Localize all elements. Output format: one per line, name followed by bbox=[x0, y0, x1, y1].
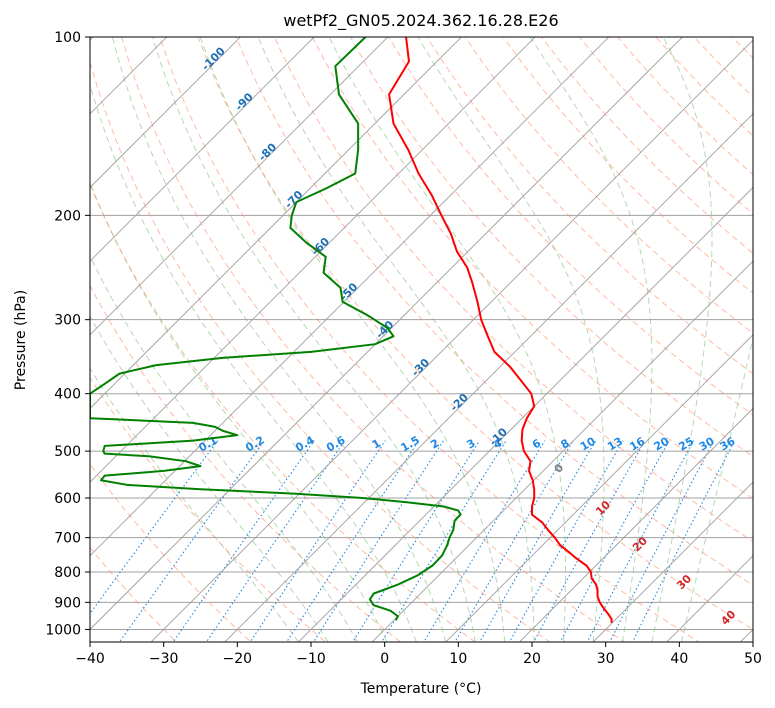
y-tick-label: 300 bbox=[54, 313, 81, 329]
chart-title: wetPf2_GN05.2024.362.16.28.E26 bbox=[283, 11, 558, 31]
dry-adiabat-line bbox=[90, 546, 177, 642]
moist-adiabats-layer bbox=[90, 37, 753, 642]
moist-adiabat-line bbox=[328, 37, 566, 642]
dry-adiabat-line bbox=[90, 182, 476, 642]
isotherm-line bbox=[90, 37, 315, 262]
y-tick-label: 200 bbox=[54, 208, 81, 224]
mixing-ratio-line bbox=[286, 440, 420, 642]
dry-adiabat-line bbox=[350, 37, 753, 457]
isotherm-line bbox=[90, 37, 610, 557]
moist-adiabat-line bbox=[90, 315, 329, 642]
y-tick-label: 800 bbox=[54, 565, 81, 581]
moist-adiabat-line bbox=[90, 254, 358, 642]
dry-adiabat-line bbox=[90, 376, 327, 642]
mixing-ratio-line bbox=[454, 440, 574, 642]
dry-adiabats-layer bbox=[90, 37, 753, 642]
x-tick-label: −40 bbox=[75, 651, 105, 667]
dewpoint-profile-line bbox=[90, 37, 462, 621]
moist-adiabat-line bbox=[90, 82, 417, 642]
y-tick-label: 600 bbox=[54, 491, 81, 507]
plot-background bbox=[90, 37, 753, 642]
y-tick-label: 700 bbox=[54, 531, 81, 547]
moist-adiabat-line bbox=[651, 37, 713, 642]
isotherm-line bbox=[592, 481, 753, 642]
isotherm-line bbox=[90, 37, 536, 483]
moist-adiabat-line bbox=[199, 37, 506, 642]
mixing-ratio-line bbox=[559, 440, 670, 642]
mixing-ratio-line bbox=[479, 440, 597, 642]
mixing-ratio-line bbox=[423, 440, 546, 642]
mixing-ratio-line bbox=[533, 440, 646, 642]
mixing-ratio-line bbox=[312, 440, 445, 642]
isotherm-line bbox=[90, 37, 242, 189]
isotherm-line bbox=[518, 407, 753, 642]
moist-adiabat-line bbox=[529, 37, 653, 642]
x-tick-label: 50 bbox=[744, 651, 762, 667]
isotherm-line bbox=[90, 37, 684, 631]
moist-adiabat-line bbox=[417, 37, 605, 642]
x-tick-label: 10 bbox=[449, 651, 467, 667]
mixing-ratio-layer bbox=[90, 440, 736, 642]
dry-adiabat-line bbox=[121, 37, 626, 642]
profile-series-layer bbox=[90, 37, 613, 623]
dry-adiabat-line bbox=[197, 37, 753, 631]
plot-frame bbox=[89, 36, 754, 643]
isotherm-line bbox=[371, 260, 753, 642]
y-tick-label: 400 bbox=[54, 387, 81, 403]
isotherm-line bbox=[90, 37, 463, 410]
moist-adiabat-line bbox=[152, 37, 476, 642]
moist-adiabat-line bbox=[681, 335, 753, 642]
isotherm-line bbox=[224, 113, 753, 642]
x-tick-label: 40 bbox=[670, 651, 688, 667]
x-tick-label: −20 bbox=[223, 651, 253, 667]
x-tick-label: −30 bbox=[149, 651, 179, 667]
skewed-isotherms-layer bbox=[90, 37, 753, 642]
y-tick-label: 1000 bbox=[45, 622, 81, 638]
dry-adiabat-line bbox=[311, 37, 753, 500]
y-tick-label: 100 bbox=[54, 30, 81, 46]
moist-adiabat-line bbox=[111, 37, 447, 642]
x-axis-label: Temperature (°C) bbox=[360, 681, 482, 697]
mixing-ratio-line bbox=[631, 440, 736, 642]
mixing-ratio-line bbox=[508, 440, 624, 642]
moist-adiabat-line bbox=[257, 37, 535, 642]
mixing-ratio-line bbox=[249, 440, 386, 642]
x-tick-label: 0 bbox=[380, 651, 389, 667]
mixing-ratio-line bbox=[609, 440, 715, 642]
axis-ticks-layer: −40 −30 −20 −10 0 10 20 30 40 50 100 200 300 400 500 60… bbox=[45, 30, 762, 667]
mixing-ratio-line bbox=[586, 440, 695, 642]
dry-adiabat-line bbox=[90, 60, 551, 642]
y-axis-label: Pressure (hPa) bbox=[13, 290, 29, 390]
x-tick-label: 30 bbox=[597, 651, 615, 667]
isotherm-line bbox=[297, 186, 753, 642]
y-tick-label: 900 bbox=[54, 595, 81, 611]
x-tick-label: −10 bbox=[296, 651, 326, 667]
y-tick-label: 500 bbox=[54, 444, 81, 460]
dry-adiabat-line bbox=[235, 37, 753, 586]
isotherm-line bbox=[445, 334, 753, 642]
mixing-ratio-line bbox=[352, 440, 481, 642]
x-tick-label: 20 bbox=[523, 651, 541, 667]
dry-adiabat-line bbox=[502, 37, 753, 294]
dry-adiabat-line bbox=[90, 463, 252, 642]
dry-adiabat-line bbox=[159, 37, 701, 642]
isotherm-line bbox=[90, 37, 389, 336]
isotherm-line bbox=[150, 39, 753, 642]
temperature-profile-line bbox=[388, 37, 613, 623]
